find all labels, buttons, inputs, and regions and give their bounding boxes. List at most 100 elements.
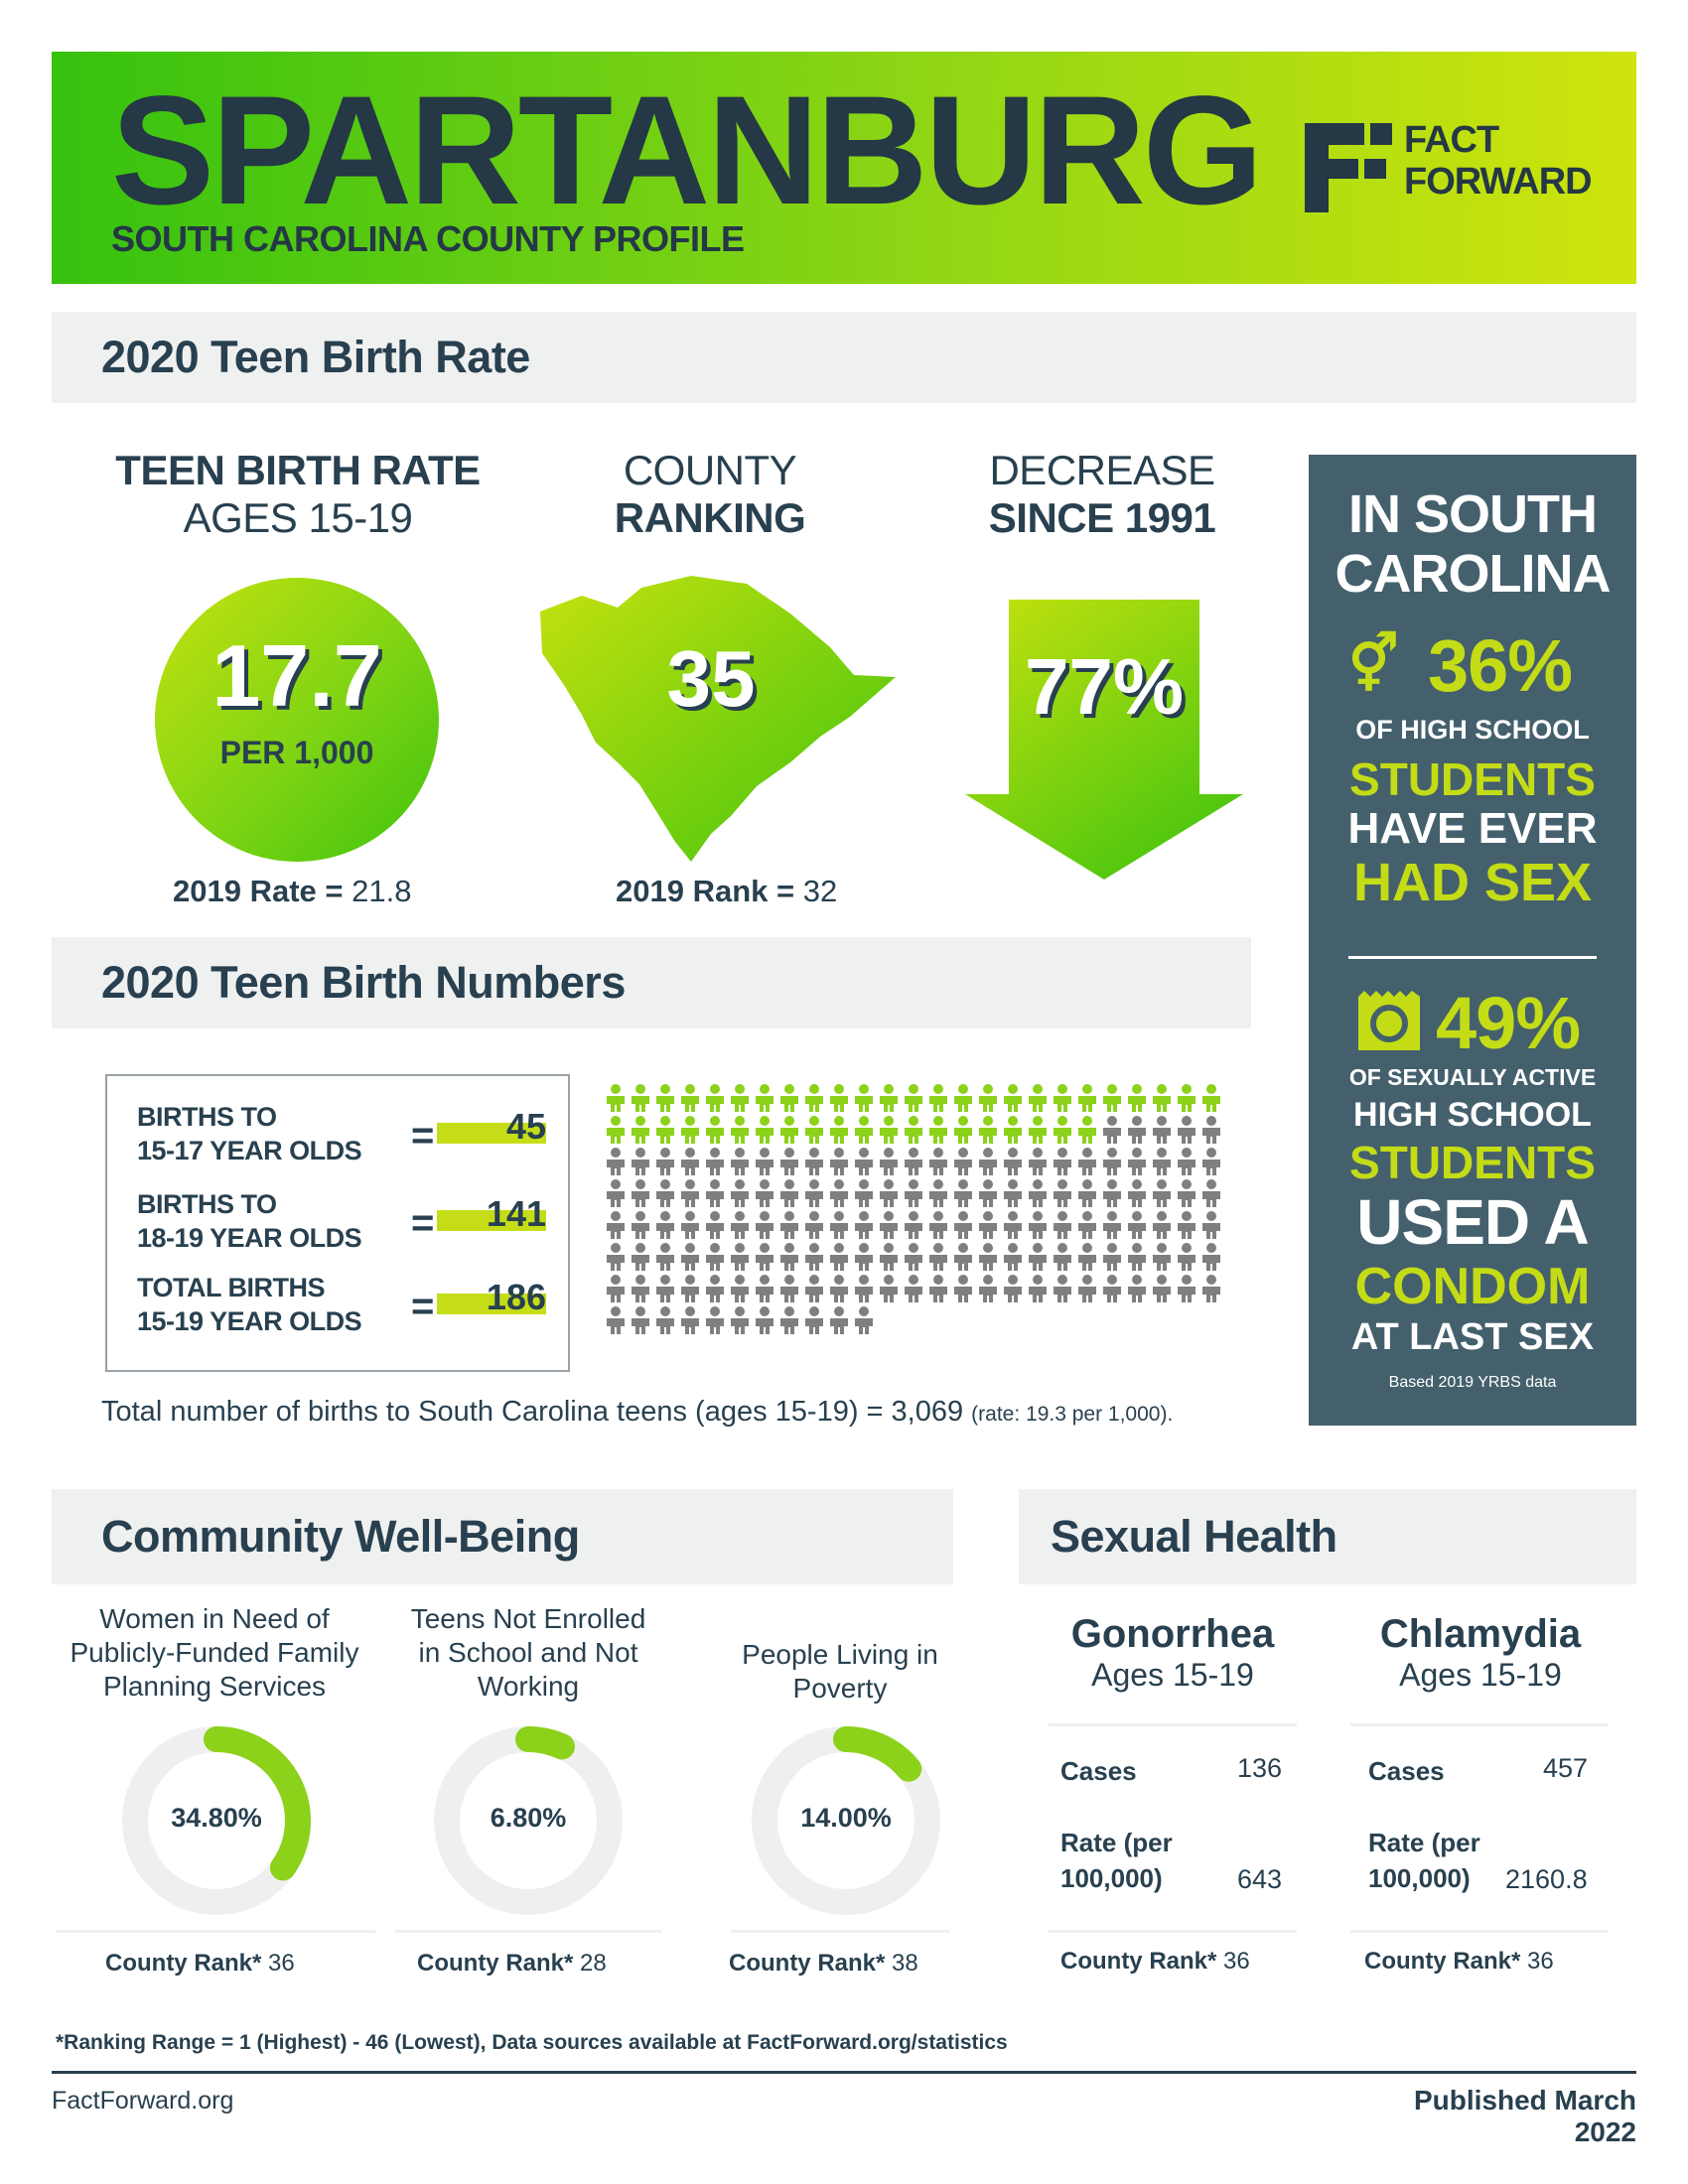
person-icon — [855, 1116, 873, 1144]
person-icon — [656, 1306, 674, 1334]
person-icon — [656, 1179, 674, 1207]
person-icon — [1178, 1084, 1196, 1112]
footer-site-link[interactable]: FactForward.org — [52, 2087, 234, 2115]
person-icon — [1128, 1211, 1146, 1239]
panel-heading-line-1: IN SOUTH — [1347, 484, 1598, 544]
person-icon — [607, 1116, 625, 1144]
teen-birth-rate-section-bar: 2020 Teen Birth Rate — [52, 312, 1636, 403]
stat1-line-3: HAVE EVER — [1347, 804, 1598, 853]
person-icon — [731, 1116, 749, 1144]
donut-value: 14.00% — [800, 1803, 892, 1833]
births-value: 45 — [437, 1109, 546, 1145]
sexual-health-section-bar: Sexual Health — [1019, 1489, 1636, 1584]
person-icon — [1103, 1211, 1121, 1239]
ranking-heading-line-2: RANKING — [614, 494, 806, 541]
person-icon — [905, 1211, 922, 1239]
person-icon — [855, 1306, 873, 1334]
births-row: BIRTHS TO 18-19 YEAR OLDS — [137, 1187, 362, 1255]
person-icon — [656, 1116, 674, 1144]
person-icon — [756, 1306, 774, 1334]
person-icon — [929, 1179, 947, 1207]
stat2-line-4: USED A — [1356, 1186, 1589, 1258]
person-icon — [880, 1211, 898, 1239]
community-title-line-3: Planning Services — [102, 1671, 327, 1702]
person-icon — [706, 1116, 724, 1144]
person-icon — [780, 1275, 798, 1302]
person-icon — [1029, 1084, 1047, 1112]
panel-source: Based 2019 YRBS data — [1388, 1374, 1557, 1391]
person-icon — [731, 1084, 749, 1112]
person-icon — [905, 1243, 922, 1271]
rate-heading: TEEN BIRTH RATE AGES 15-19 — [99, 447, 496, 542]
person-icon — [607, 1211, 625, 1239]
person-icon — [756, 1275, 774, 1302]
person-icon — [1004, 1211, 1022, 1239]
person-icon — [1029, 1179, 1047, 1207]
person-icon — [681, 1275, 699, 1302]
births-row-label-2: 15-17 YEAR OLDS — [137, 1136, 362, 1165]
person-icon — [706, 1306, 724, 1334]
person-icon — [1078, 1116, 1096, 1144]
stat1-line-1: OF HIGH SCHOOL — [1355, 715, 1590, 745]
person-icon — [979, 1243, 997, 1271]
person-icon — [855, 1275, 873, 1302]
person-icon — [1004, 1243, 1022, 1271]
person-icon — [706, 1179, 724, 1207]
person-icon — [706, 1243, 724, 1271]
logo-text-line-2: FORWARD — [1404, 161, 1593, 203]
total-births-note-main: Total number of births to South Carolina… — [101, 1396, 964, 1428]
person-icon — [1202, 1148, 1220, 1175]
person-icon — [656, 1084, 674, 1112]
person-icon — [1078, 1084, 1096, 1112]
person-icon — [855, 1148, 873, 1175]
stat2-line-2: HIGH SCHOOL — [1353, 1096, 1592, 1134]
prior-rate: 2019 Rate = 21.8 — [173, 874, 411, 909]
logo-text: FACT FORWARD — [1404, 119, 1593, 203]
person-icon — [880, 1084, 898, 1112]
section-title: 2020 Teen Birth Numbers — [101, 957, 626, 1008]
logo-text-line-1: FACT — [1404, 119, 1499, 161]
community-title-line-1: Teens Not Enrolled — [410, 1603, 646, 1634]
decrease-heading-line-1: DECREASE — [989, 447, 1215, 493]
person-icon — [1078, 1275, 1096, 1302]
person-icon — [756, 1211, 774, 1239]
south-carolina-panel: IN SOUTH CAROLINA ⚥ 36% OF HIGH SCHOOL S… — [1309, 455, 1636, 1426]
person-icon — [805, 1148, 823, 1175]
rank-value: 28 — [580, 1950, 607, 1977]
person-icon — [954, 1275, 972, 1302]
person-icon — [1178, 1148, 1196, 1175]
fact-forward-logo: FACT FORWARD — [1305, 113, 1603, 222]
ranking-value: 35 — [666, 634, 756, 723]
community-item: Women in Need of Publicly-Funded Family … — [56, 1602, 373, 1704]
donut-chart — [434, 1726, 623, 1915]
person-icon — [1078, 1211, 1096, 1239]
rank-label: County Rank* — [729, 1950, 886, 1977]
person-icon — [1178, 1211, 1196, 1239]
south-carolina-map-icon — [540, 576, 896, 862]
header-banner: SPARTANBURG SOUTH CAROLINA COUNTY PROFIL… — [52, 52, 1636, 284]
std-rank: County Rank* 36 — [1060, 1948, 1250, 1976]
person-icon — [929, 1243, 947, 1271]
person-icon — [1153, 1275, 1171, 1302]
person-icon — [1153, 1179, 1171, 1207]
person-icon — [731, 1306, 749, 1334]
births-row-label-2: 18-19 YEAR OLDS — [137, 1223, 362, 1253]
person-icon — [929, 1116, 947, 1144]
births-table: BIRTHS TO 15-17 YEAR OLDS = 45 BIRTHS TO… — [105, 1074, 570, 1372]
cases-label: Cases — [1368, 1756, 1445, 1786]
person-icon — [855, 1243, 873, 1271]
person-icon — [954, 1148, 972, 1175]
person-icon — [830, 1084, 848, 1112]
equals-sign: = — [411, 1201, 435, 1245]
person-icon — [607, 1243, 625, 1271]
person-icon — [855, 1084, 873, 1112]
rank-label: County Rank* — [1364, 1948, 1521, 1975]
person-icon — [780, 1148, 798, 1175]
total-births-note-small: (rate: 19.3 per 1,000). — [971, 1403, 1174, 1426]
equals-sign: = — [411, 1114, 435, 1158]
person-icon — [780, 1179, 798, 1207]
stat2-value: 49% — [1436, 982, 1581, 1064]
person-icon — [1128, 1084, 1146, 1112]
person-icon — [954, 1116, 972, 1144]
teen-birth-numbers-section-bar: 2020 Teen Birth Numbers — [52, 937, 1251, 1028]
